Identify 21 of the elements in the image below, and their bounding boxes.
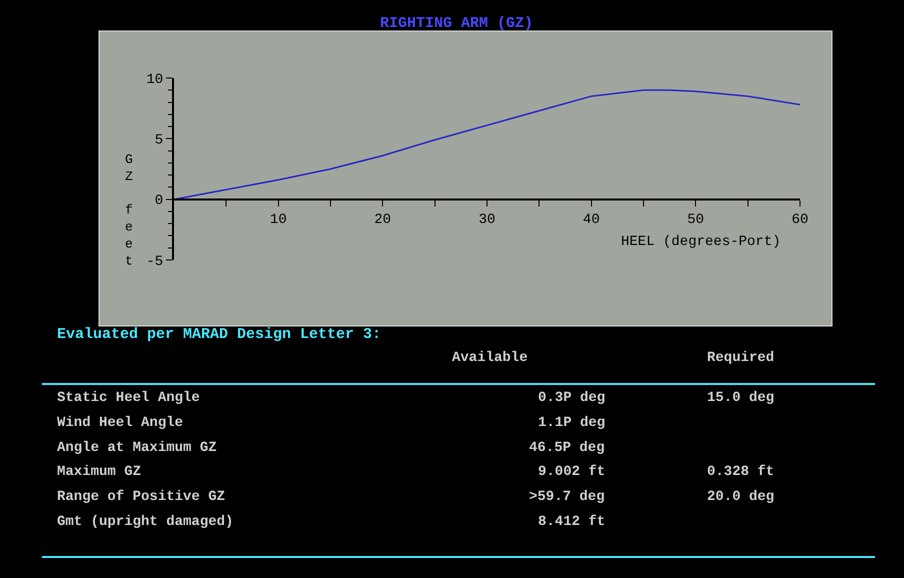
x-tick-label: 60 <box>792 212 808 228</box>
text: Gmt (upright damaged) 8.412 ft <box>57 514 606 530</box>
text: Static Heel Angle 0.3P deg 15.0 deg <box>57 390 774 406</box>
text: Angle at Maximum GZ 46.5P deg <box>57 440 605 456</box>
x-tick-label: 50 <box>687 212 704 228</box>
text: Available Required <box>452 350 774 366</box>
x-tick-label: 40 <box>582 212 600 228</box>
text: Wind Heel Angle 1.1P deg <box>57 415 606 431</box>
text: GZ feet <box>125 152 133 268</box>
y-tick-label: -5 <box>146 254 164 270</box>
text: Evaluated per MARAD Design Letter 3: <box>57 326 382 343</box>
y-tick-label: 10 <box>146 72 164 88</box>
x-tick-label: 30 <box>478 212 496 228</box>
x-tick-label: 20 <box>374 212 392 228</box>
chart-title: RIGHTING ARM (GZ) <box>380 15 534 32</box>
y-tick-label: 0 <box>154 193 164 210</box>
text: Range of Positive GZ >59.7 deg 20.0 deg <box>57 489 774 505</box>
x-tick-label: 10 <box>270 212 287 228</box>
x-axis-title: HEEL (degrees-Port) <box>621 234 781 250</box>
y-tick-label: 5 <box>154 132 164 149</box>
text: Maximum GZ 9.002 ft 0.328 ft <box>57 464 774 480</box>
